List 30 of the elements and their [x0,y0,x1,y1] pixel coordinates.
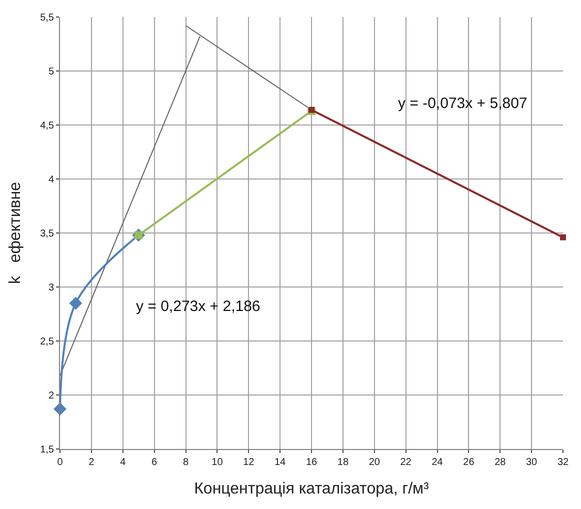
y-tick-label: 4,5 [40,120,54,132]
x-tick-label: 18 [337,457,349,468]
y-tick-label: 4 [48,174,54,186]
x-tick-label: 16 [306,457,318,468]
x-tick-label: 20 [368,457,380,468]
y-tick-label: 2,5 [40,336,54,348]
annotation: y = 0,273x + 2,186 [136,298,260,315]
x-tick-label: 30 [526,457,538,468]
y-axis-title: k ефективне [6,182,24,284]
y-tick-label: 5 [48,66,54,78]
x-tick-label: 6 [152,457,158,468]
x-tick-label: 24 [432,457,444,468]
x-tick-label: 32 [557,457,569,468]
x-tick-label: 2 [88,457,95,468]
x-tick-label: 22 [400,457,412,468]
annotation: y = -0,073x + 5,807 [398,95,528,112]
y-tick-label: 3 [48,282,54,294]
x-tick-label: 8 [182,457,189,468]
x-tick-label: 4 [120,457,126,468]
y-tick-label: 1,5 [40,444,54,456]
x-tick-label: 12 [243,457,255,468]
x-tick-label: 10 [212,457,224,468]
x-tick-label: 0 [57,457,64,468]
y-tick-label: 5,5 [40,12,54,24]
x-tick-label: 14 [274,457,286,468]
x-tick-label: 26 [463,457,475,468]
x-axis-title: Концентрація каталізатора, г/м³ [194,480,430,498]
x-tick-label: 28 [494,457,506,468]
y-tick-label: 3,5 [40,228,54,240]
y-tick-label: 2 [48,390,54,402]
